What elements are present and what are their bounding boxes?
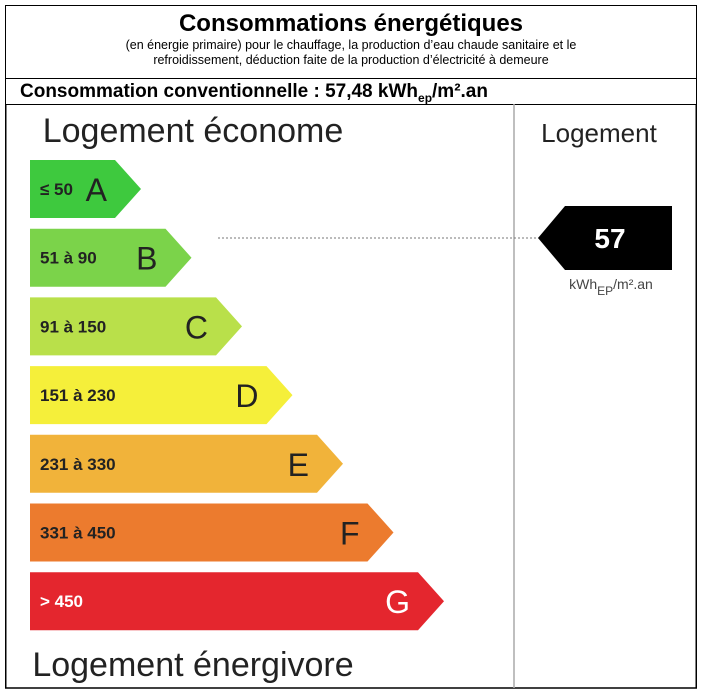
subtitle: (en énergie primaire) pour le chauffage,… [125,38,577,52]
band-range: ≤ 50 [40,180,73,199]
band-range: 331 à 450 [40,524,116,543]
energy-label: Logement économe Logement énergivore Log… [5,104,697,689]
unit-sub: EP [597,284,613,298]
value-marker [538,206,672,270]
consumption-suffix: /m².an [432,81,488,102]
band-letter: B [136,241,157,277]
band-letter: D [235,378,258,414]
band-letter: C [185,309,208,345]
subtitle: refroidissement, déduction faite de la p… [153,53,549,67]
frame [5,104,697,689]
bottom-caption: Logement énergivore [32,646,353,684]
band-arrow [30,434,343,493]
header: Consommations énergétiques (en énergie p… [5,5,697,79]
top-caption: Logement économe [43,112,344,150]
consumption-label: Consommation conventionnelle : 57,48 kWh [20,81,419,102]
column-caption: Logement [541,118,657,148]
consumption-sub: ep [418,90,433,105]
band-arrow [30,572,444,631]
band-letter: A [86,172,108,208]
title: Consommations énergétiques [178,10,524,37]
unit-main: kWh [569,276,597,292]
band-arrow [30,160,141,218]
band-arrow [30,297,242,356]
unit: kWhEP/m².an [569,276,653,298]
band-range: 231 à 330 [40,455,116,474]
band-letter: G [385,584,410,620]
unit-suffix: /m².an [613,276,653,292]
band-arrow [30,228,192,287]
band-range: 91 à 150 [40,317,106,336]
band-letter: E [288,447,309,483]
band-range: > 450 [40,592,83,611]
consumption: Consommation conventionnelle : 57,48 kWh… [5,78,697,105]
band-range: 151 à 230 [40,386,116,405]
band-arrow [30,366,293,425]
band-arrow [30,503,394,562]
value: 57 [594,223,625,254]
band-range: 51 à 90 [40,249,97,268]
band-letter: F [340,516,360,552]
